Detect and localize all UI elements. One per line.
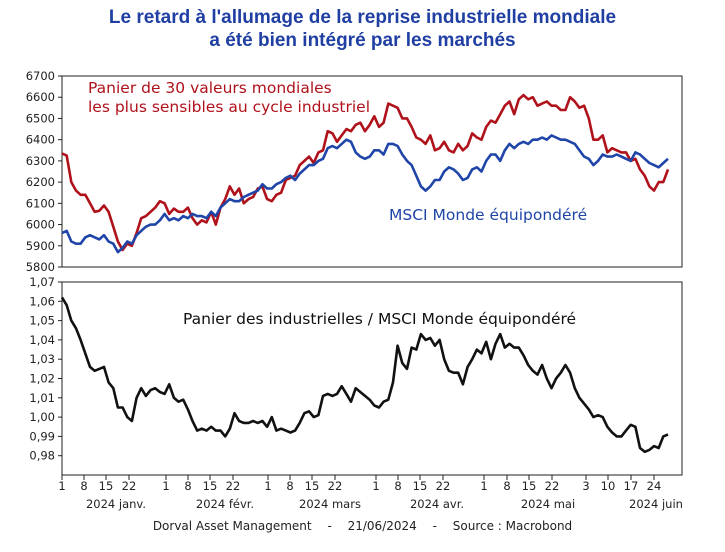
top-ytick-label: 6000 xyxy=(26,218,55,232)
x-tick-label: 22 xyxy=(436,479,451,493)
top-ytick-label: 6300 xyxy=(26,154,55,168)
x-tick-label: 8 xyxy=(184,479,191,493)
top-ytick-label: 6500 xyxy=(26,111,55,125)
bottom-ytick-label: 1,05 xyxy=(29,314,55,328)
x-tick-label: 22 xyxy=(226,479,241,493)
footer: Dorval Asset Management - 21/06/2024 - S… xyxy=(0,519,725,533)
x-tick-label: 15 xyxy=(522,479,537,493)
bottom-ytick-label: 1,03 xyxy=(29,352,55,366)
x-tick-label: 8 xyxy=(394,479,401,493)
footer-org: Dorval Asset Management xyxy=(152,519,312,533)
top-ytick-label: 6400 xyxy=(26,133,55,147)
x-tick-label: 1 xyxy=(372,479,379,493)
x-tick-label: 15 xyxy=(413,479,428,493)
footer-sep-2: - xyxy=(432,519,437,533)
x-tick-label: 1 xyxy=(58,479,65,493)
chart-title-line-2: a été bien intégré par les marchés xyxy=(209,30,516,51)
basket-series-label: les plus sensibles au cycle industriel xyxy=(88,98,370,116)
bottom-ytick-label: 1,07 xyxy=(29,275,55,289)
bottom-ytick-label: 0,99 xyxy=(29,429,55,443)
x-tick-label: 22 xyxy=(545,479,560,493)
x-month-label: 2024 mai xyxy=(521,497,575,511)
x-tick-label: 8 xyxy=(80,479,87,493)
x-tick-label: 15 xyxy=(99,479,114,493)
x-month-label: 2024 janv. xyxy=(86,497,146,511)
top-ytick-label: 5800 xyxy=(26,260,55,274)
footer-date: 21/06/2024 xyxy=(347,519,417,533)
msci-series-label: MSCI Monde équipondéré xyxy=(389,206,587,224)
top-ytick-label: 6600 xyxy=(26,90,55,104)
top-series-line-1 xyxy=(61,93,670,252)
x-tick-label: 15 xyxy=(305,479,320,493)
footer-source: Source : Macrobond xyxy=(452,519,573,533)
bottom-ytick-label: 1,02 xyxy=(29,372,55,386)
x-tick-label: 3 xyxy=(582,479,589,493)
basket-series-label: Panier de 30 valeurs mondiales xyxy=(88,79,332,97)
x-tick-label: 22 xyxy=(122,479,137,493)
top-series-line-2 xyxy=(61,134,669,254)
x-month-label: 2024 juin xyxy=(629,497,683,511)
bottom-ytick-label: 0,98 xyxy=(29,449,55,463)
x-axis: 1 8 15 22 1 8 15 22 1 8 15 22 1 8 15 22 1 8 15 22 3 10 17 24 202… xyxy=(58,475,683,511)
bottom-ytick-label: 1,00 xyxy=(29,410,55,424)
top-ytick-label: 6200 xyxy=(26,175,55,189)
x-tick-label: 8 xyxy=(286,479,293,493)
x-tick-label: 8 xyxy=(503,479,510,493)
x-tick-label: 1 xyxy=(264,479,271,493)
x-tick-label: 1 xyxy=(162,479,169,493)
bottom-ytick-label: 1,01 xyxy=(29,391,55,405)
x-tick-label: 15 xyxy=(203,479,218,493)
bottom-panel: 0,98 0,99 1,00 1,01 1,02 1,03 1,04 1,05 1,06 1,07… xyxy=(29,275,683,476)
bottom-ytick-label: 1,06 xyxy=(29,294,55,308)
footer-sep-1: - xyxy=(327,519,332,533)
x-tick-label: 10 xyxy=(601,479,616,493)
x-tick-label: 1 xyxy=(480,479,487,493)
x-tick-label: 24 xyxy=(647,479,662,493)
chart-title-line-1: Le retard à l'allumage de la reprise ind… xyxy=(108,7,617,28)
x-month-label: 2024 févr. xyxy=(196,497,254,511)
x-tick-label: 17 xyxy=(624,479,639,493)
x-tick-label: 22 xyxy=(328,479,343,493)
top-panel: 5800 5900 6000 6100 6200 6300 6400 6500 6600 6700… xyxy=(26,69,683,274)
bottom-ytick-label: 1,04 xyxy=(29,333,55,347)
x-month-label: 2024 mars xyxy=(299,497,361,511)
top-ytick-label: 6100 xyxy=(26,196,55,210)
top-frame xyxy=(61,75,683,268)
top-ytick-label: 6700 xyxy=(26,69,55,83)
bottom-series-line-1 xyxy=(60,296,669,454)
ratio-series-label: Panier des industrielles / MSCI Monde éq… xyxy=(183,310,576,328)
chart-title: Le retard à l'allumage de la reprise ind… xyxy=(0,6,725,52)
x-month-label: 2024 avr. xyxy=(410,497,464,511)
top-ytick-label: 5900 xyxy=(26,239,55,253)
